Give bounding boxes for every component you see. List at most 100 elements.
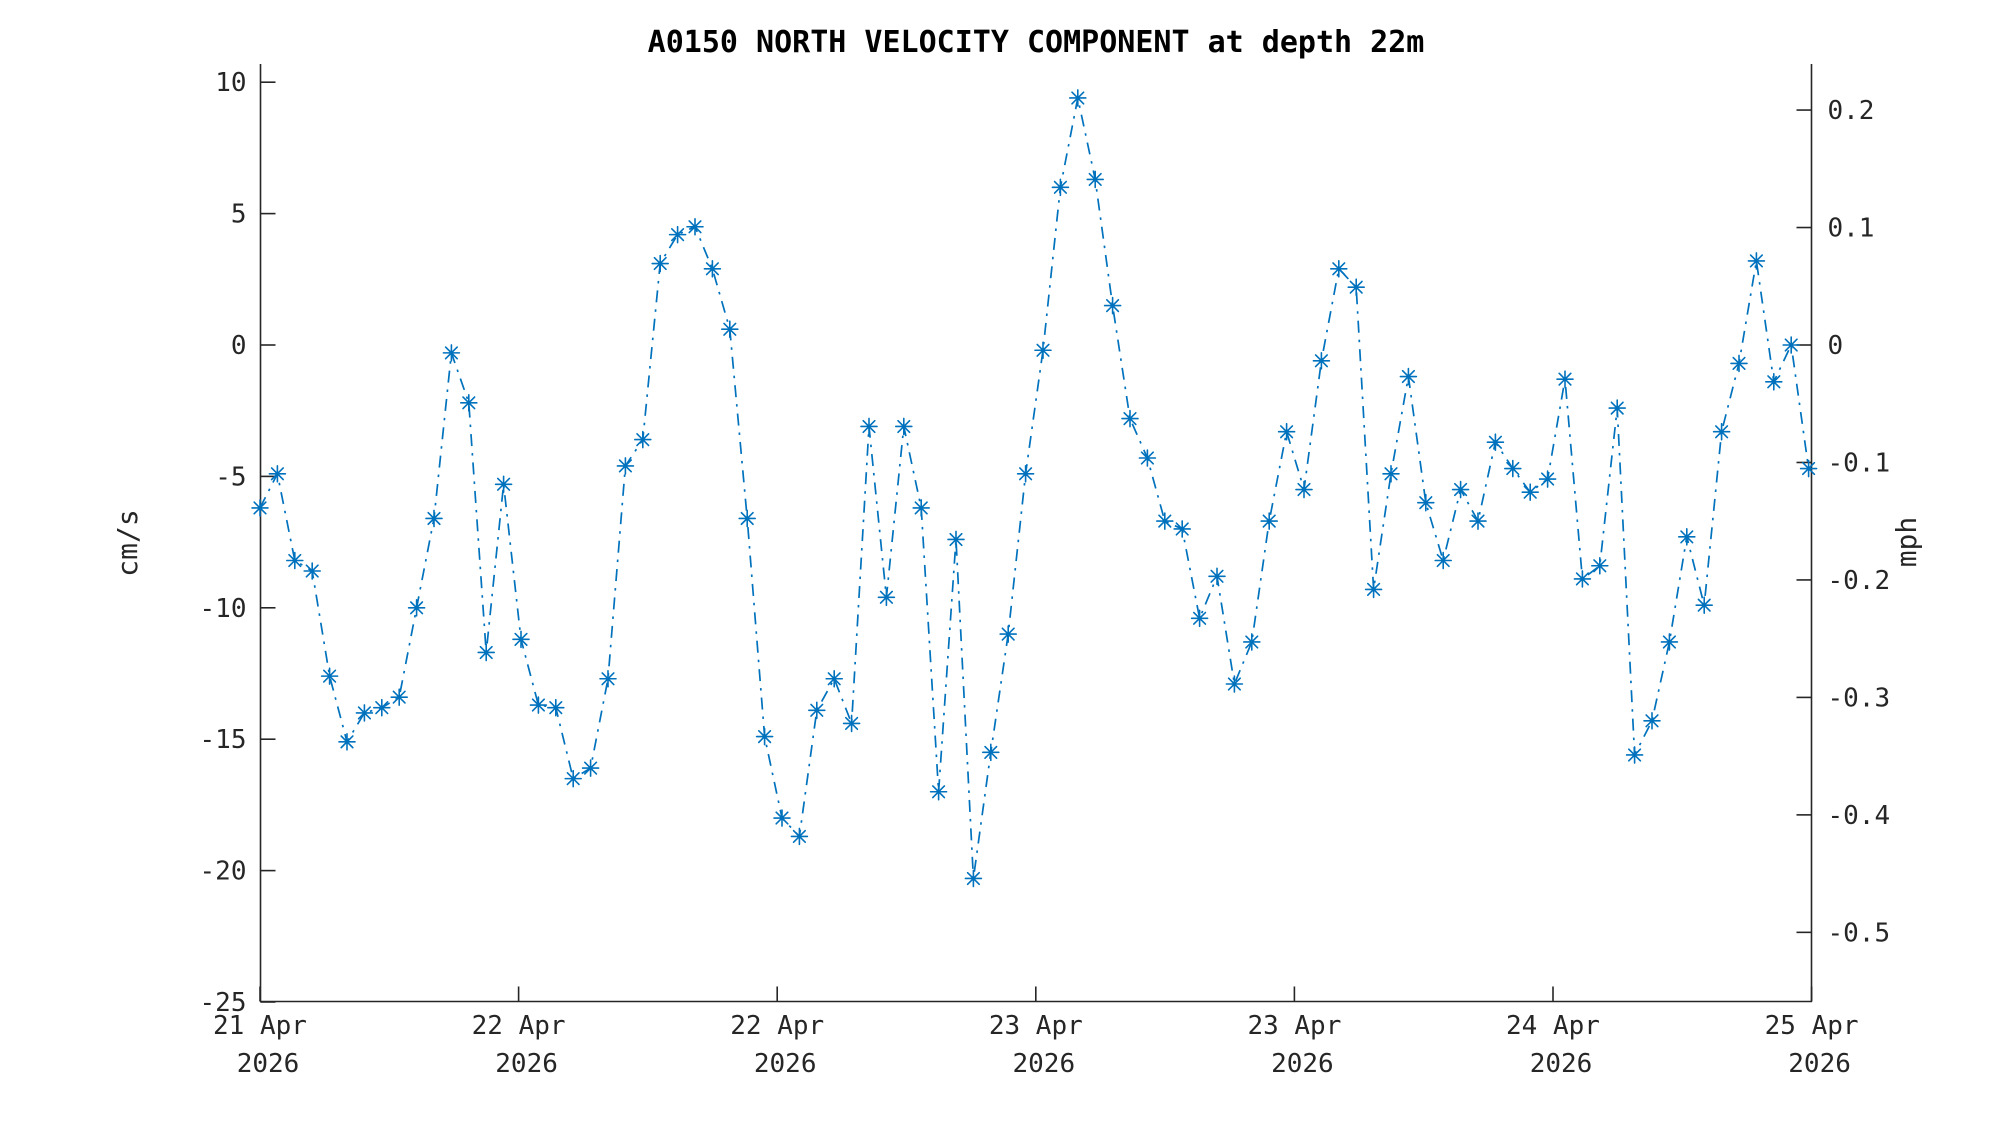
data-point-marker bbox=[1451, 480, 1470, 499]
data-point-marker bbox=[1103, 296, 1122, 315]
data-point-marker bbox=[634, 430, 652, 449]
x-axis-tick-label-year: 2026 bbox=[1012, 1049, 1075, 1079]
data-point-marker bbox=[929, 782, 948, 801]
data-point-marker bbox=[1243, 633, 1261, 651]
left-axis-tick-label: -5 bbox=[215, 462, 246, 492]
data-point-marker bbox=[1730, 354, 1748, 373]
data-point-marker bbox=[460, 394, 478, 412]
data-point-marker bbox=[425, 509, 443, 528]
data-point-marker bbox=[842, 714, 861, 733]
data-point-marker bbox=[494, 475, 513, 494]
data-point-marker bbox=[825, 669, 843, 688]
data-point-marker bbox=[529, 696, 548, 714]
left-axis-tick-label: 10 bbox=[215, 68, 246, 98]
data-point-marker bbox=[1208, 567, 1226, 586]
data-point-marker bbox=[1678, 528, 1696, 546]
data-point-marker bbox=[390, 688, 408, 706]
data-point-marker bbox=[1591, 556, 1609, 575]
data-point-marker bbox=[738, 509, 756, 528]
x-axis-tick-label-date: 23 Apr bbox=[1247, 1011, 1341, 1041]
data-point-marker bbox=[1695, 596, 1713, 614]
data-point-marker bbox=[1364, 580, 1383, 599]
data-point-marker bbox=[1121, 409, 1139, 428]
x-axis-tick-label-year: 2026 bbox=[754, 1049, 817, 1079]
data-point-marker bbox=[407, 599, 426, 617]
data-point-marker bbox=[912, 499, 930, 517]
x-axis-tick-label-date: 23 Apr bbox=[989, 1011, 1083, 1041]
data-point-marker bbox=[373, 698, 391, 717]
data-point-marker bbox=[1382, 464, 1400, 483]
data-point-marker bbox=[547, 698, 565, 717]
data-point-marker bbox=[1712, 422, 1731, 441]
data-point-marker bbox=[1660, 633, 1679, 651]
data-point-marker bbox=[1312, 351, 1331, 370]
data-point-marker bbox=[703, 259, 722, 278]
data-point-marker bbox=[860, 417, 878, 436]
x-axis-tick-label-date: 22 Apr bbox=[730, 1011, 824, 1041]
data-point-marker bbox=[1434, 551, 1452, 570]
data-point-marker bbox=[686, 217, 704, 236]
data-point-marker bbox=[1347, 278, 1365, 296]
data-point-marker bbox=[1765, 372, 1783, 391]
data-point-marker bbox=[442, 344, 461, 362]
data-point-marker bbox=[320, 667, 339, 685]
data-point-marker bbox=[808, 701, 826, 720]
data-point-marker bbox=[1573, 570, 1592, 588]
data-point-marker bbox=[1625, 746, 1644, 764]
data-point-marker bbox=[1051, 178, 1070, 197]
data-point-marker bbox=[1417, 493, 1435, 512]
left-axis-tick-label: 5 bbox=[231, 200, 247, 230]
data-point-marker bbox=[1556, 370, 1574, 388]
right-axis-tick-label: 0.2 bbox=[1828, 96, 1875, 126]
data-point-marker bbox=[999, 625, 1017, 643]
data-point-marker bbox=[1225, 675, 1244, 693]
x-axis-tick-label-date: 21 Apr bbox=[213, 1011, 307, 1041]
data-point-marker bbox=[477, 643, 495, 662]
left-axis-tick-label: -20 bbox=[200, 857, 247, 887]
data-point-marker bbox=[1295, 480, 1313, 499]
right-axis-tick-label: -0.2 bbox=[1828, 566, 1891, 596]
data-point-marker bbox=[251, 499, 269, 517]
right-axis-tick-label: -0.4 bbox=[1828, 801, 1891, 831]
right-axis-tick-label: 0.1 bbox=[1828, 214, 1875, 244]
data-point-marker bbox=[1799, 459, 1818, 478]
right-axis-tick-label: -0.3 bbox=[1828, 683, 1891, 713]
data-point-marker bbox=[338, 733, 356, 751]
x-axis-tick-label-year: 2026 bbox=[1530, 1049, 1593, 1079]
data-point-marker bbox=[512, 630, 530, 649]
left-axis-title: cm/s bbox=[111, 509, 144, 576]
data-point-marker bbox=[1016, 464, 1035, 483]
data-line bbox=[259, 97, 1810, 879]
x-axis-tick-label-year: 2026 bbox=[1788, 1049, 1851, 1079]
data-point-marker bbox=[268, 464, 287, 483]
left-axis-tick-label: -15 bbox=[200, 725, 247, 755]
data-point-marker bbox=[1069, 89, 1087, 107]
data-point-marker bbox=[964, 869, 983, 888]
data-point-marker bbox=[1486, 433, 1505, 452]
data-point-marker bbox=[651, 254, 669, 273]
left-axis-tick-label: -25 bbox=[200, 988, 247, 1018]
x-axis-tick-label-year: 2026 bbox=[1271, 1049, 1334, 1079]
data-point-marker bbox=[599, 669, 617, 688]
data-point-marker bbox=[1399, 367, 1418, 386]
x-axis-tick-label-year: 2026 bbox=[495, 1049, 558, 1079]
data-point-marker bbox=[1330, 259, 1348, 278]
right-axis-tick-label: -0.5 bbox=[1828, 918, 1891, 948]
data-point-marker bbox=[895, 417, 913, 436]
data-point-marker bbox=[355, 704, 374, 722]
left-axis-tick-label: 0 bbox=[231, 331, 247, 361]
data-point-marker bbox=[1086, 170, 1104, 189]
data-point-marker bbox=[982, 743, 1000, 762]
data-point-marker bbox=[1782, 336, 1800, 354]
data-point-marker bbox=[1260, 512, 1278, 530]
data-series-layer bbox=[251, 89, 1818, 888]
data-point-marker bbox=[1608, 399, 1626, 417]
data-point-marker bbox=[1643, 712, 1661, 730]
data-point-marker bbox=[877, 588, 896, 607]
data-point-marker bbox=[1277, 422, 1296, 441]
x-axis-tick-label-date: 25 Apr bbox=[1765, 1011, 1859, 1041]
data-point-marker bbox=[564, 769, 582, 788]
x-axis-tick-label-date: 22 Apr bbox=[472, 1011, 566, 1041]
